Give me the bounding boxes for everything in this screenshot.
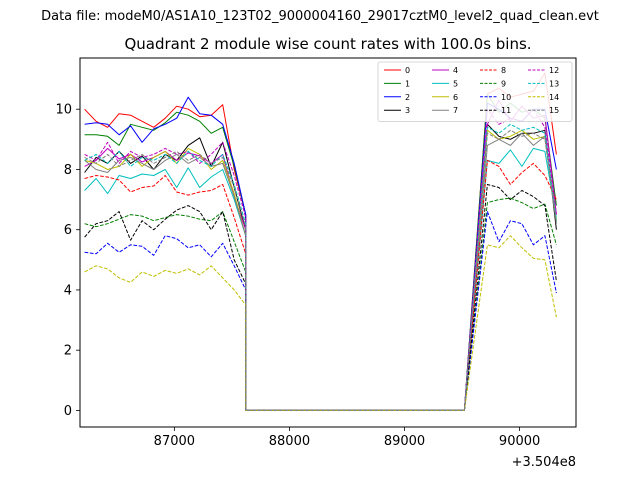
legend-label-1: 1 bbox=[405, 79, 410, 88]
series-line-5 bbox=[84, 147, 557, 411]
y-tick-label: 10 bbox=[55, 103, 72, 118]
legend-label-11: 11 bbox=[501, 106, 511, 115]
y-tick-label: 8 bbox=[64, 163, 72, 178]
x-tick-label: 90000 bbox=[499, 434, 540, 449]
series-line-8 bbox=[84, 159, 557, 411]
plot-frame bbox=[79, 57, 577, 428]
x-tick-label: 87000 bbox=[154, 434, 195, 449]
legend-label-3: 3 bbox=[405, 106, 410, 115]
legend-label-13: 13 bbox=[549, 79, 559, 88]
series-line-14 bbox=[84, 235, 557, 411]
series-line-12 bbox=[84, 108, 557, 411]
series-line-10 bbox=[84, 211, 557, 411]
series-line-11 bbox=[84, 184, 557, 411]
x-tick-label: 88000 bbox=[269, 434, 310, 449]
x-tick-label: 89000 bbox=[384, 434, 425, 449]
legend-label-8: 8 bbox=[501, 66, 506, 75]
legend-label-0: 0 bbox=[405, 66, 410, 75]
y-tick-label: 4 bbox=[64, 283, 72, 298]
x-offset-label: +3.504e8 bbox=[512, 455, 576, 470]
legend-label-5: 5 bbox=[453, 79, 458, 88]
legend-label-12: 12 bbox=[549, 66, 559, 75]
y-axis: 0 2 4 6 8 10 bbox=[55, 103, 80, 419]
y-tick-label: 6 bbox=[64, 223, 72, 238]
legend-label-6: 6 bbox=[453, 93, 458, 102]
legend-label-4: 4 bbox=[453, 66, 458, 75]
y-tick-label: 0 bbox=[64, 404, 72, 419]
series-line-6 bbox=[84, 129, 557, 411]
legend-label-2: 2 bbox=[405, 93, 410, 102]
chart-title: Quadrant 2 module wise count rates with … bbox=[124, 35, 531, 53]
legend-label-15: 15 bbox=[549, 106, 559, 115]
legend-box bbox=[377, 61, 573, 122]
series-line-15 bbox=[84, 129, 557, 411]
x-axis: 87000 88000 89000 90000 bbox=[154, 427, 540, 449]
figure-suptitle: Data file: modeM0/AS1A10_123T02_90000041… bbox=[41, 9, 599, 24]
legend-label-7: 7 bbox=[453, 106, 458, 115]
y-tick-label: 2 bbox=[64, 344, 72, 359]
series-line-9 bbox=[84, 197, 557, 411]
legend-label-14: 14 bbox=[549, 93, 559, 102]
legend-label-9: 9 bbox=[501, 79, 506, 88]
legend-label-10: 10 bbox=[501, 93, 511, 102]
series-line-7 bbox=[84, 132, 557, 411]
series-layer bbox=[84, 72, 557, 411]
